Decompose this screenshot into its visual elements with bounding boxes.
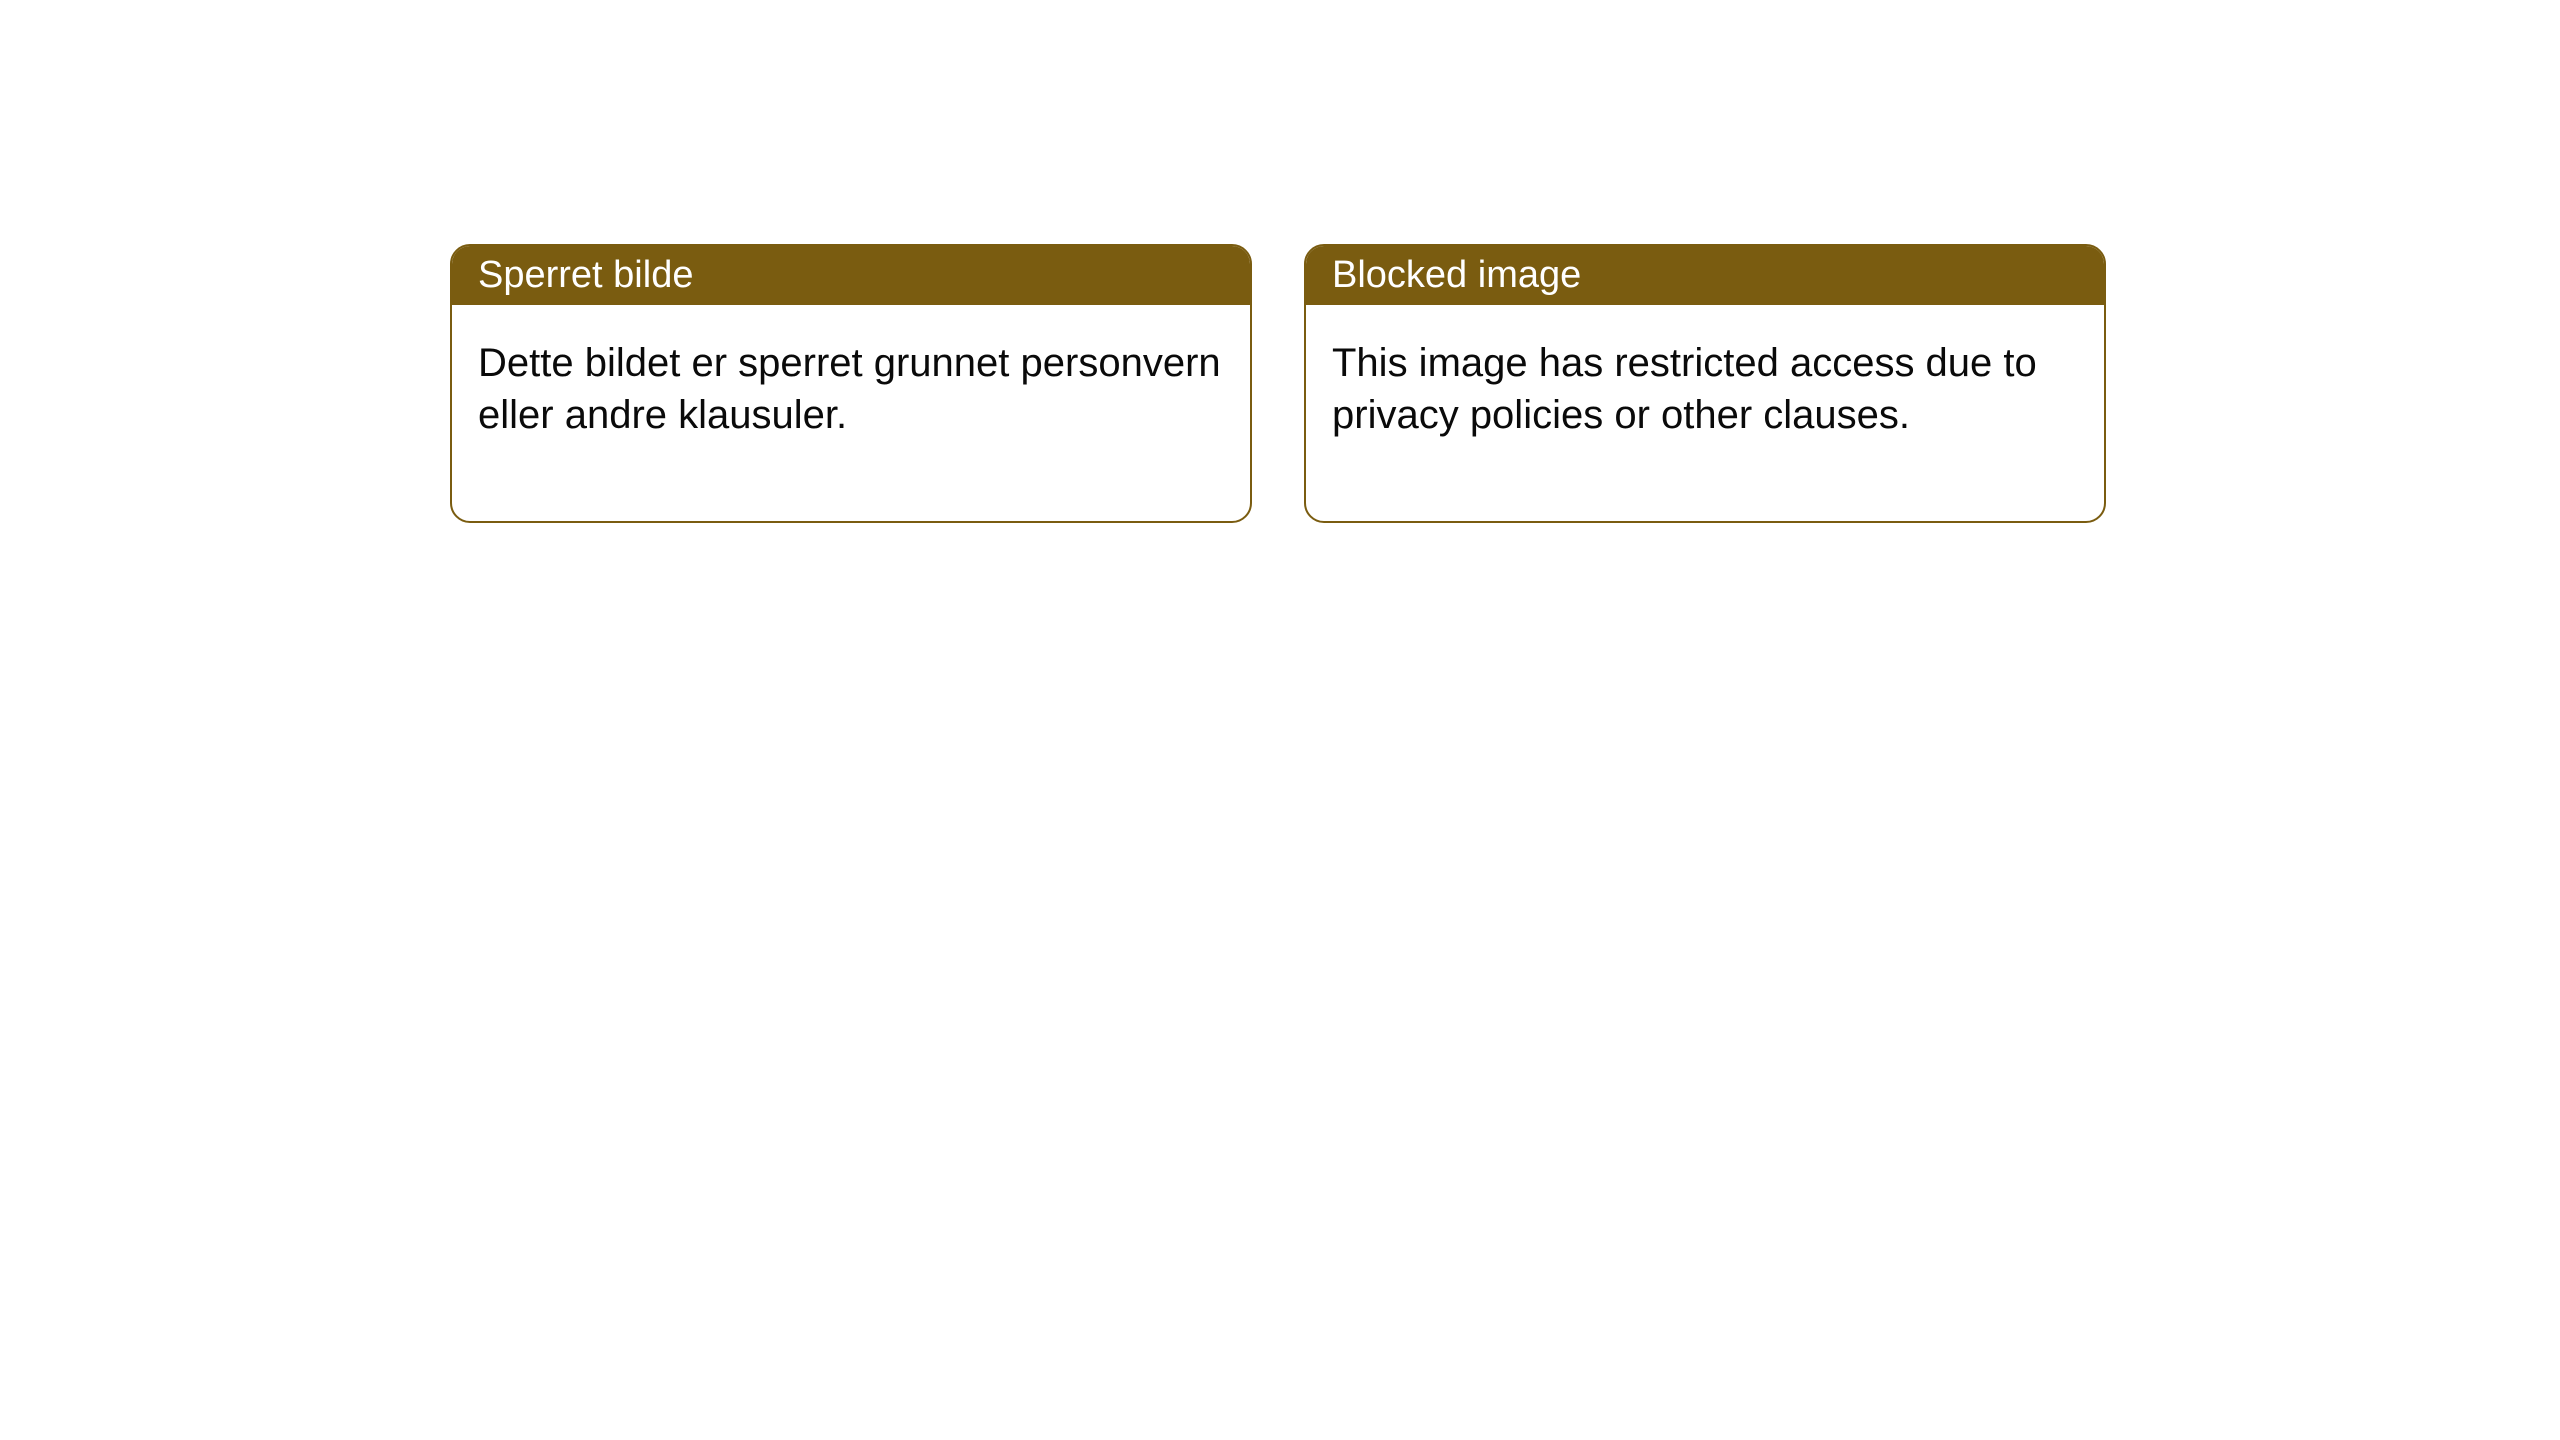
notice-body: Dette bildet er sperret grunnet personve…: [452, 305, 1250, 521]
notice-body: This image has restricted access due to …: [1306, 305, 2104, 521]
notice-header: Sperret bilde: [452, 246, 1250, 305]
notice-container: Sperret bilde Dette bildet er sperret gr…: [450, 244, 2106, 523]
notice-header: Blocked image: [1306, 246, 2104, 305]
notice-box-english: Blocked image This image has restricted …: [1304, 244, 2106, 523]
notice-box-norwegian: Sperret bilde Dette bildet er sperret gr…: [450, 244, 1252, 523]
